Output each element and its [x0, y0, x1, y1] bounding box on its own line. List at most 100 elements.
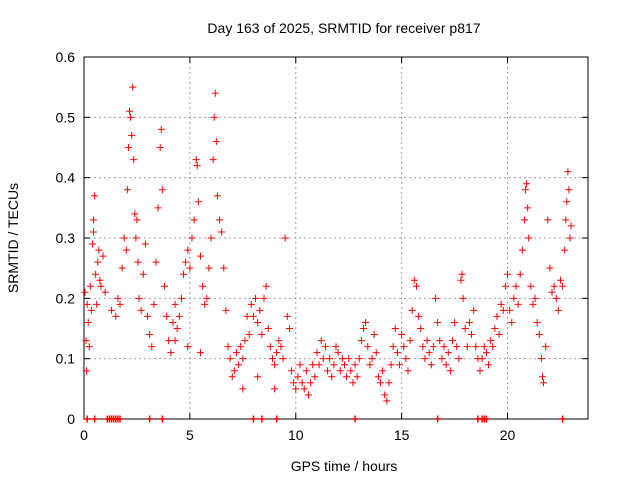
data-point	[459, 294, 467, 302]
data-point	[118, 264, 126, 272]
data-point	[425, 349, 433, 357]
data-point	[340, 361, 348, 369]
data-point	[126, 107, 134, 115]
data-point	[389, 343, 397, 351]
data-point	[167, 349, 175, 357]
data-point	[135, 294, 143, 302]
data-point	[112, 312, 120, 320]
data-point	[186, 264, 194, 272]
data-point	[512, 282, 520, 290]
data-point	[212, 137, 220, 145]
data-point	[294, 373, 302, 381]
y-tick-label: 0.5	[56, 109, 76, 125]
data-point	[171, 337, 179, 345]
data-point	[130, 156, 138, 164]
data-point	[114, 294, 122, 302]
x-axis-label: GPS time / hours	[291, 458, 398, 474]
data-point	[134, 258, 142, 266]
data-point	[199, 282, 207, 290]
data-point	[529, 300, 537, 308]
data-point	[468, 331, 476, 339]
data-point	[95, 246, 103, 254]
data-point	[360, 325, 368, 332]
zero-marker	[434, 415, 442, 423]
data-point	[516, 270, 524, 278]
y-tick-label: 0.2	[56, 290, 76, 306]
data-point	[444, 349, 452, 357]
data-point	[239, 385, 247, 393]
data-point	[203, 294, 211, 302]
data-point	[465, 318, 473, 326]
data-point	[182, 258, 190, 266]
data-point	[88, 240, 96, 248]
data-point	[101, 288, 109, 296]
data-point	[364, 343, 372, 351]
zero-marker	[91, 415, 99, 423]
data-point	[243, 312, 251, 320]
data-point	[429, 343, 437, 351]
data-point	[228, 373, 236, 381]
data-point	[566, 234, 574, 242]
data-point	[393, 349, 401, 357]
data-point	[328, 373, 336, 381]
zero-marker	[146, 415, 154, 423]
data-point	[446, 367, 454, 375]
data-point	[131, 210, 139, 218]
x-tick-label: 15	[394, 427, 410, 443]
zero-marker	[559, 415, 567, 423]
data-point	[196, 252, 204, 260]
data-point	[193, 162, 201, 170]
data-point	[357, 337, 365, 345]
data-point	[554, 306, 562, 314]
data-points	[81, 83, 575, 405]
data-point	[533, 318, 541, 326]
data-point	[81, 288, 89, 296]
data-point	[345, 355, 353, 363]
data-point	[451, 318, 459, 326]
data-point	[440, 343, 448, 351]
data-point	[542, 343, 550, 351]
data-point	[210, 113, 218, 121]
data-point	[252, 294, 260, 302]
data-point	[548, 288, 556, 296]
data-point	[175, 312, 183, 320]
data-point	[480, 343, 488, 351]
data-point	[184, 246, 192, 254]
data-point	[82, 337, 90, 345]
data-point	[417, 325, 425, 332]
data-point	[304, 391, 312, 399]
data-point	[391, 325, 399, 332]
data-point	[423, 337, 431, 345]
data-point	[96, 276, 104, 284]
data-point	[271, 385, 279, 393]
data-point	[370, 331, 378, 339]
zero-marker	[158, 415, 166, 423]
data-point	[495, 331, 503, 339]
data-point	[317, 337, 325, 345]
data-point	[201, 300, 209, 308]
data-point	[489, 343, 497, 351]
data-point	[129, 83, 137, 91]
y-tick-label: 0.4	[56, 170, 76, 186]
data-point	[453, 343, 461, 351]
data-point	[283, 312, 291, 320]
data-point	[245, 331, 253, 339]
data-point	[128, 131, 136, 139]
data-point	[152, 258, 160, 266]
data-point	[501, 282, 509, 290]
data-point	[497, 300, 505, 308]
y-tick-label: 0.1	[56, 351, 76, 367]
data-point	[544, 216, 552, 224]
data-point	[381, 391, 389, 399]
data-point	[239, 355, 247, 363]
data-point	[499, 306, 507, 314]
data-point	[277, 343, 285, 351]
data-point	[324, 367, 332, 375]
data-point	[564, 168, 572, 176]
data-point	[90, 228, 98, 236]
data-point	[461, 325, 469, 332]
data-point	[93, 300, 101, 308]
data-point	[552, 294, 560, 302]
